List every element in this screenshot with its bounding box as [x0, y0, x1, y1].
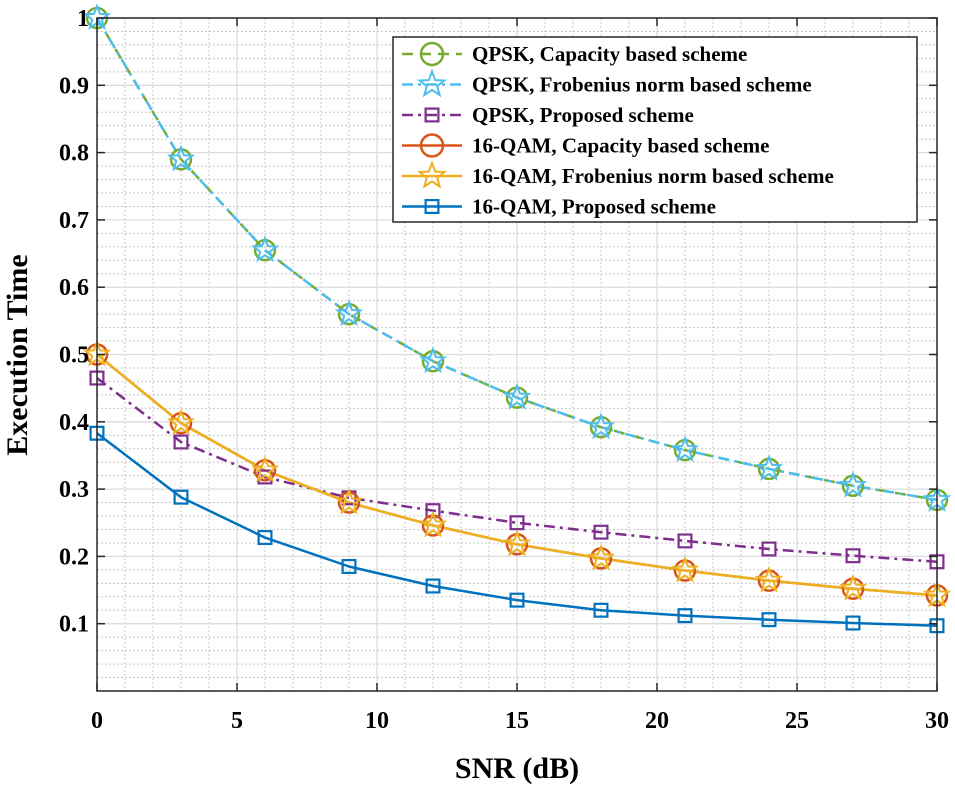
- data-point-square: [509, 592, 525, 608]
- data-point-square: [173, 434, 189, 450]
- data-point-square: [677, 608, 693, 624]
- data-point-square: [845, 548, 861, 564]
- data-point-star: [586, 412, 616, 440]
- x-tick-label: 30: [925, 708, 949, 734]
- legend-label-2: QPSK, Frobenius norm based scheme: [472, 73, 812, 97]
- y-axis-ticks: 0.1 0.2 0.3 0.4 0.5 0.6 0.7 0.8 0.9 1: [59, 6, 937, 638]
- data-point-square: [425, 578, 441, 594]
- data-point-star: [754, 565, 784, 593]
- x-tick-label: 15: [505, 708, 529, 734]
- legend-label-3: QPSK, Proposed scheme: [472, 103, 694, 127]
- y-tick-label: 0.2: [59, 544, 89, 570]
- legend-label-5: 16-QAM, Frobenius norm based scheme: [472, 164, 834, 188]
- y-tick-label: 0.5: [59, 343, 89, 369]
- data-point-star: [334, 487, 364, 515]
- data-point-square: [593, 602, 609, 618]
- data-point-square: [593, 524, 609, 540]
- y-tick-label: 0.1: [59, 612, 89, 638]
- x-tick-label: 25: [785, 708, 809, 734]
- legend-label-6: 16-QAM, Proposed scheme: [472, 195, 716, 219]
- legend: QPSK, Capacity based scheme QPSK, Frobeni…: [392, 36, 918, 223]
- y-tick-label: 1: [77, 6, 89, 32]
- data-point-square: [341, 558, 357, 574]
- data-point-square: [509, 515, 525, 531]
- data-point-square: [845, 615, 861, 631]
- y-tick-label: 0.4: [59, 410, 89, 436]
- data-point-star: [166, 408, 196, 436]
- x-tick-label: 10: [365, 708, 389, 734]
- y-tick-label: 0.7: [59, 208, 89, 234]
- legend-marker-1: [419, 41, 445, 67]
- y-tick-label: 0.3: [59, 477, 89, 503]
- data-point-star: [670, 435, 700, 463]
- y-tick-label: 0.9: [59, 73, 89, 99]
- y-tick-label: 0.6: [59, 275, 89, 301]
- series-lines: [95, 17, 938, 627]
- data-point-star: [334, 299, 364, 327]
- data-point-star: [586, 543, 616, 571]
- data-point-star: [250, 235, 280, 263]
- data-point-star: [166, 144, 196, 172]
- data-point-square: [173, 489, 189, 505]
- data-point-square: [257, 530, 273, 546]
- data-point-star: [418, 510, 448, 538]
- series-line-5: [96, 353, 938, 597]
- data-point-star: [418, 346, 448, 374]
- x-tick-label: 0: [91, 708, 103, 734]
- data-point-star: [670, 555, 700, 583]
- x-axis-label: SNR (dB): [455, 752, 579, 785]
- data-point-square: [677, 533, 693, 549]
- legend-marker-4: [419, 133, 445, 158]
- y-tick-label: 0.8: [59, 141, 89, 167]
- data-point-star: [754, 454, 784, 481]
- data-point-square: [761, 541, 777, 557]
- x-axis-ticks: 0 5 10 15 20 25 30: [91, 18, 949, 734]
- legend-marker-5: [416, 160, 448, 189]
- x-tick-label: 20: [645, 708, 669, 734]
- legend-label-4: 16-QAM, Capacity based scheme: [472, 134, 769, 158]
- series-markers-6: [89, 425, 945, 634]
- y-axis-label: Execution Time: [1, 254, 34, 455]
- legend-marker-2: [416, 68, 448, 98]
- data-point-square: [761, 612, 777, 628]
- legend-marker-3: [424, 107, 440, 123]
- x-tick-label: 5: [231, 708, 243, 734]
- series-line-2: [95, 17, 938, 502]
- legend-box: [392, 36, 918, 223]
- legend-marker-6: [424, 199, 440, 215]
- data-point-star: [838, 573, 868, 601]
- data-point-square: [425, 503, 441, 519]
- series-line-6: [96, 432, 938, 627]
- legend-label-1: QPSK, Capacity based scheme: [472, 42, 747, 66]
- data-point-star: [502, 382, 532, 410]
- data-point-star: [502, 529, 532, 557]
- data-point-star: [838, 470, 868, 498]
- data-point-star: [250, 455, 280, 483]
